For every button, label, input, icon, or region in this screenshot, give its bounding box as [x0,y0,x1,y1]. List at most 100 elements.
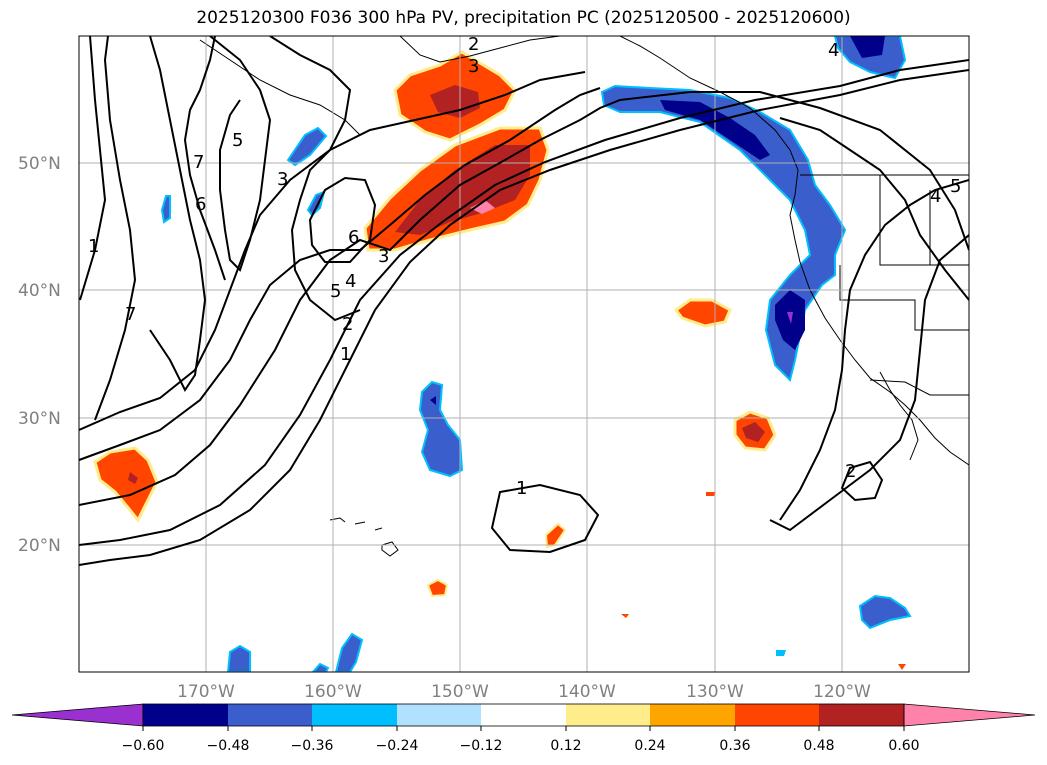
lon-label-120w: 120°W [813,682,871,702]
pv-contour-west-2 [94,36,137,421]
precip-dot-1 [706,492,716,496]
pv-label-6: 6 [348,227,359,248]
pv-contour-east-3 [769,234,969,532]
pv-label-7: 7 [193,152,204,173]
pv-contour-3 [79,91,969,506]
lon-label-160w: 160°W [304,682,362,702]
colorbar-tick-label-6: 0.12 [550,738,581,754]
precip-core-gulf-alaska [430,85,480,118]
colorbar-tick-label-2: −0.48 [207,738,250,754]
precip-blob-east-1 [673,298,732,328]
pv-contour-east-2 [779,179,969,521]
lon-label-130w: 130°W [686,682,744,702]
map-area: 1 2 3 4 5 6 7 1 2 3 3 4 5 5 6 7 1 2 4 [79,34,969,672]
lon-label-150w: 150°W [431,682,489,702]
precip-dot-2 [621,614,629,618]
colorbar-tick-label-5: −0.12 [460,738,503,754]
pv-contours [79,36,969,566]
lat-label-50n: 50°N [18,154,61,174]
lat-label-20n: 20°N [18,536,61,556]
pv-label-5: 5 [232,130,243,151]
precip-core-west-pacific [128,472,138,484]
colorbar-extend-high [903,703,1036,727]
pv-label-4c: 4 [828,40,839,61]
pv-label-1c: 1 [88,236,99,257]
precip-core-northeast [850,36,885,58]
colorbar-tick-label-10: 0.60 [888,738,919,754]
longitude-labels: 170°W 160°W 150°W 140°W 130°W 120°W [177,682,871,702]
precip-peak-central-pacific [470,200,495,214]
precip-core-east-2 [742,422,765,442]
pv-contour-oval [308,176,377,263]
pv-contour-east-1 [779,117,969,301]
pv-label-6b: 6 [195,194,206,215]
coastline-hawaii [329,517,399,557]
colorbar-tick-label-9: 0.48 [803,738,834,754]
colorbar-tick-label-3: −0.36 [291,738,334,754]
latitude-labels: 50°N 40°N 30°N 20°N [18,154,61,556]
colorbar-bin-4 [397,704,481,726]
precip-blob-mid-pacific [418,380,464,478]
pv-label-4b: 4 [345,271,356,292]
pv-label-3c: 3 [277,169,288,190]
colorbar-bin-3 [312,704,397,726]
precip-core-mid-pacific [430,396,436,405]
precip-blob-nw-2 [306,190,326,217]
pv-contour-west-6 [183,36,226,281]
border-us-states-2 [839,265,969,331]
pv-labels: 1 2 3 4 5 6 7 1 2 3 3 4 5 5 6 7 1 2 4 [88,34,961,499]
lat-label-30n: 30°N [18,409,61,429]
pv-label-1: 1 [516,478,527,499]
colorbar-tick-label-1: −0.60 [122,738,165,754]
precip-blob-south-5 [311,662,330,672]
precip-blob-southeast [858,594,912,630]
precip-blob-south-3 [226,644,251,672]
pv-contour-west-1 [79,36,107,301]
pv-contour-west-4 [209,36,272,272]
pv-label-5c: 5 [950,176,961,197]
precip-blob-nw-3 [160,195,171,224]
colorbar-ticks [142,726,905,731]
colorbar-bin-1 [143,704,228,726]
colorbar-bin-9 [819,704,904,726]
precip-blob-south-2 [426,578,449,598]
precip-peak-west-coast [787,312,793,324]
precip-blob-west-pacific [93,446,159,523]
colorbar-bin-2 [228,704,312,726]
colorbar-bin-8 [735,704,819,726]
precip-dot-4 [776,650,786,656]
colorbar-bin-6 [566,704,650,726]
colorbar-bin-7 [650,704,735,726]
pv-label-2c: 2 [468,34,479,55]
pv-label-5b: 5 [330,281,341,302]
pv-label-1b: 1 [340,344,351,365]
border-us-mexico [869,379,969,396]
map-title: 2025120300 F036 300 hPa PV, precipitatio… [196,8,851,28]
colorbar-extend-low [11,703,144,727]
colorbar-tick-label-8: 0.36 [719,738,750,754]
pv-contour-west-3 [149,36,207,392]
colorbar-tick-label-7: 0.24 [634,738,665,754]
lon-label-140w: 140°W [558,682,616,702]
pv-contour-ring-1 [490,483,600,554]
positive-precip-anomalies [93,50,906,670]
pv-contour-5 [79,71,586,431]
negative-precip-anomalies [160,36,912,672]
pv-contour-1 [79,69,969,566]
pv-contour-4 [79,87,601,461]
map-frame [78,35,970,673]
colorbar: −0.60 −0.48 −0.36 −0.24 −0.12 0.12 0.24 … [11,703,1036,754]
lat-label-40n: 40°N [18,281,61,301]
precip-blob-nw-1 [286,126,328,167]
pv-label-2b: 2 [342,314,353,335]
border-us-states-1 [879,175,969,266]
precip-dot-3 [898,664,906,670]
coastline-alaska-pen [399,36,561,63]
pv-contour-2 [79,59,969,546]
pv-label-3b: 3 [378,246,389,267]
pv-contour-west-5 [269,36,361,322]
coastline-baja [879,371,919,461]
pv-label-4: 4 [930,186,941,207]
precip-blob-south-4 [334,632,364,672]
pv-label-3: 3 [468,56,479,77]
